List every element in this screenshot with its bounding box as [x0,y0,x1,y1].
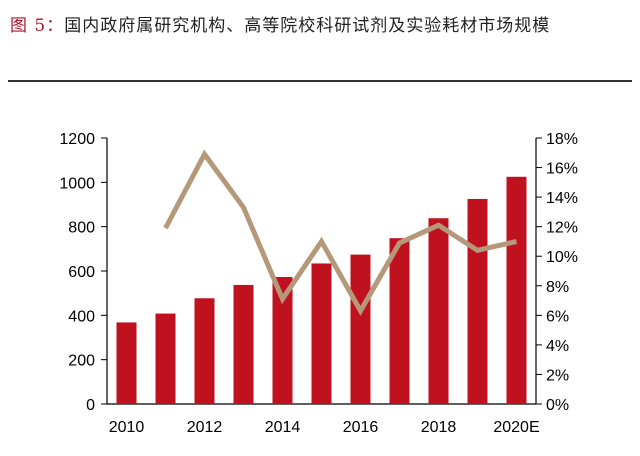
left-y-tick-label: 1200 [59,131,95,148]
bar-2010 [116,322,137,404]
bar-2017 [389,238,410,404]
right-y-tick-label: 14% [546,190,578,207]
right-y-tick-label: 16% [546,161,578,178]
figure-title: 国内政府属研究机构、高等院校科研试剂及实验耗材市场规模 [64,16,551,36]
x-tick-label: 2020E [493,419,539,436]
right-y-tick-label: 18% [546,131,578,148]
bar-2020E [506,176,527,404]
figure-caption: 图 5：国内政府属研究机构、高等院校科研试剂及实验耗材市场规模 [10,6,630,46]
bar-series [116,176,527,404]
bar-2015 [311,263,332,404]
x-axis: 2010 2012 2014 2016 2018 2020E [109,419,540,436]
bar-2016 [350,254,371,404]
x-tick-label: 2016 [343,419,379,436]
left-y-tick-label: 800 [68,220,95,237]
bar-2013 [233,284,254,404]
bar-2014 [272,276,293,404]
right-y-axis: 0% 2% 4% 6% 8% 10% 12% 14% 16% 18% [536,131,578,414]
bar-2018 [428,218,449,404]
figure-label: 图 5： [10,16,65,36]
left-y-tick-label: 1000 [59,175,95,192]
left-y-tick-label: 400 [68,308,95,325]
right-y-tick-label: 8% [546,279,569,296]
bar-2012 [194,298,215,404]
growth-line [163,149,518,316]
left-y-tick-label: 200 [68,353,95,370]
right-y-tick-label: 6% [546,308,569,325]
caption-divider [8,80,632,82]
bar-2011 [155,313,176,404]
right-y-tick-label: 4% [546,338,569,355]
left-y-axis: 0 200 400 600 800 1000 1200 [59,131,107,414]
left-y-tick-label: 0 [86,397,95,414]
right-y-tick-label: 2% [546,367,569,384]
right-y-tick-label: 0% [546,397,569,414]
bar-2019 [467,198,488,404]
line-series [163,149,518,316]
x-tick-label: 2018 [421,419,457,436]
x-tick-label: 2014 [265,419,301,436]
right-y-tick-label: 10% [546,249,578,266]
left-y-tick-label: 600 [68,264,95,281]
x-tick-label: 2012 [187,419,223,436]
right-y-tick-label: 12% [546,220,578,237]
x-tick-label: 2010 [109,419,145,436]
